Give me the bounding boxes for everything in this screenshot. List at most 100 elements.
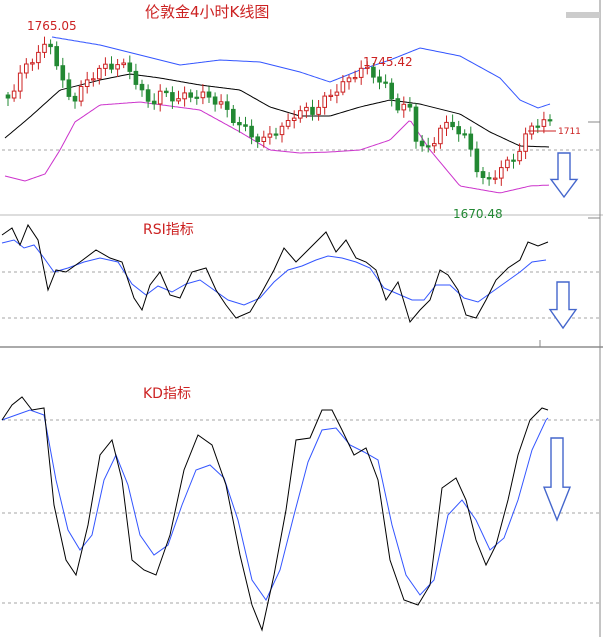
candle xyxy=(151,93,157,110)
candle xyxy=(358,60,364,85)
candle-body xyxy=(511,159,516,162)
candle xyxy=(261,130,267,148)
candle-body xyxy=(237,122,242,126)
candle xyxy=(60,57,66,88)
candle xyxy=(371,63,376,84)
candle xyxy=(310,99,315,121)
candle xyxy=(176,90,181,105)
price-chart-title: 伦敦金4小时K线图 xyxy=(145,3,269,21)
candle-body xyxy=(151,100,157,105)
candle-body xyxy=(36,51,41,64)
candle xyxy=(492,170,498,185)
candle xyxy=(182,86,187,107)
candle xyxy=(298,105,303,123)
candle xyxy=(352,70,358,83)
candle-body xyxy=(389,82,394,100)
candle xyxy=(401,96,407,118)
candle-body xyxy=(395,98,401,111)
candle xyxy=(255,133,260,148)
candle-body xyxy=(170,92,175,102)
low-label-1670: 1670.48 xyxy=(453,207,503,221)
candle-body xyxy=(206,91,212,98)
candle xyxy=(30,58,35,71)
candle xyxy=(103,57,108,76)
candle xyxy=(17,65,23,99)
candle-body xyxy=(450,121,455,128)
candle-body xyxy=(541,119,547,127)
candle-body xyxy=(334,91,340,96)
candle-body xyxy=(84,79,90,88)
candle xyxy=(340,75,346,96)
candle-body xyxy=(176,98,181,102)
candle xyxy=(273,127,279,140)
candle-body xyxy=(480,171,486,179)
candle xyxy=(91,72,96,87)
candle-body xyxy=(377,76,382,83)
candle xyxy=(462,129,467,139)
candle-body xyxy=(188,92,193,98)
candle-body xyxy=(139,83,145,91)
candle xyxy=(316,100,321,121)
candle xyxy=(328,89,334,101)
candle xyxy=(389,78,394,107)
candle xyxy=(78,80,84,107)
candle-body xyxy=(529,125,535,135)
candle-body xyxy=(66,79,72,97)
candle-body xyxy=(279,125,285,136)
candle xyxy=(11,84,17,102)
candle-body xyxy=(432,143,437,147)
candle-body xyxy=(352,77,358,80)
kd-d-line xyxy=(1,409,549,601)
candle xyxy=(304,102,309,119)
candle xyxy=(121,58,127,69)
candle xyxy=(164,87,169,97)
candle xyxy=(157,84,163,112)
candle xyxy=(231,105,236,126)
candle xyxy=(541,111,547,134)
candle-body xyxy=(407,103,413,108)
candle-body xyxy=(243,124,248,127)
candle xyxy=(419,135,425,152)
candle xyxy=(474,141,480,178)
candle-body xyxy=(492,177,498,180)
bollinger-middle-line xyxy=(4,73,550,148)
candle xyxy=(42,36,47,58)
price-down-arrow-icon xyxy=(549,152,579,199)
candle xyxy=(127,55,133,80)
candle-body xyxy=(322,95,327,108)
candle xyxy=(486,172,492,186)
candle xyxy=(322,92,327,115)
candle xyxy=(499,160,504,186)
candle-body xyxy=(425,145,431,148)
candle xyxy=(188,89,193,103)
candle xyxy=(291,110,297,129)
candle-body xyxy=(200,91,206,99)
candle xyxy=(480,167,486,185)
kd-panel-title: KD指标 xyxy=(143,386,191,402)
candle xyxy=(505,156,510,172)
candle-body xyxy=(164,90,169,94)
candle-body xyxy=(328,94,334,98)
candle xyxy=(36,45,41,70)
bollinger-lower-line xyxy=(4,101,550,194)
candle-body xyxy=(109,63,114,70)
candle-body xyxy=(462,133,467,136)
candle xyxy=(139,79,145,97)
candle-body xyxy=(121,62,127,66)
candle xyxy=(346,74,352,90)
candle-body xyxy=(358,67,364,78)
candle xyxy=(383,74,388,89)
candle xyxy=(407,97,413,112)
candle xyxy=(334,84,340,104)
candle xyxy=(97,65,102,85)
candle xyxy=(547,114,553,126)
candle xyxy=(285,113,291,130)
candle-body xyxy=(78,86,84,102)
candle-body xyxy=(157,90,163,105)
candle xyxy=(468,126,474,157)
candle xyxy=(66,72,72,101)
candle-body xyxy=(535,125,541,128)
candle-body xyxy=(224,101,230,110)
candle-body xyxy=(444,121,449,129)
